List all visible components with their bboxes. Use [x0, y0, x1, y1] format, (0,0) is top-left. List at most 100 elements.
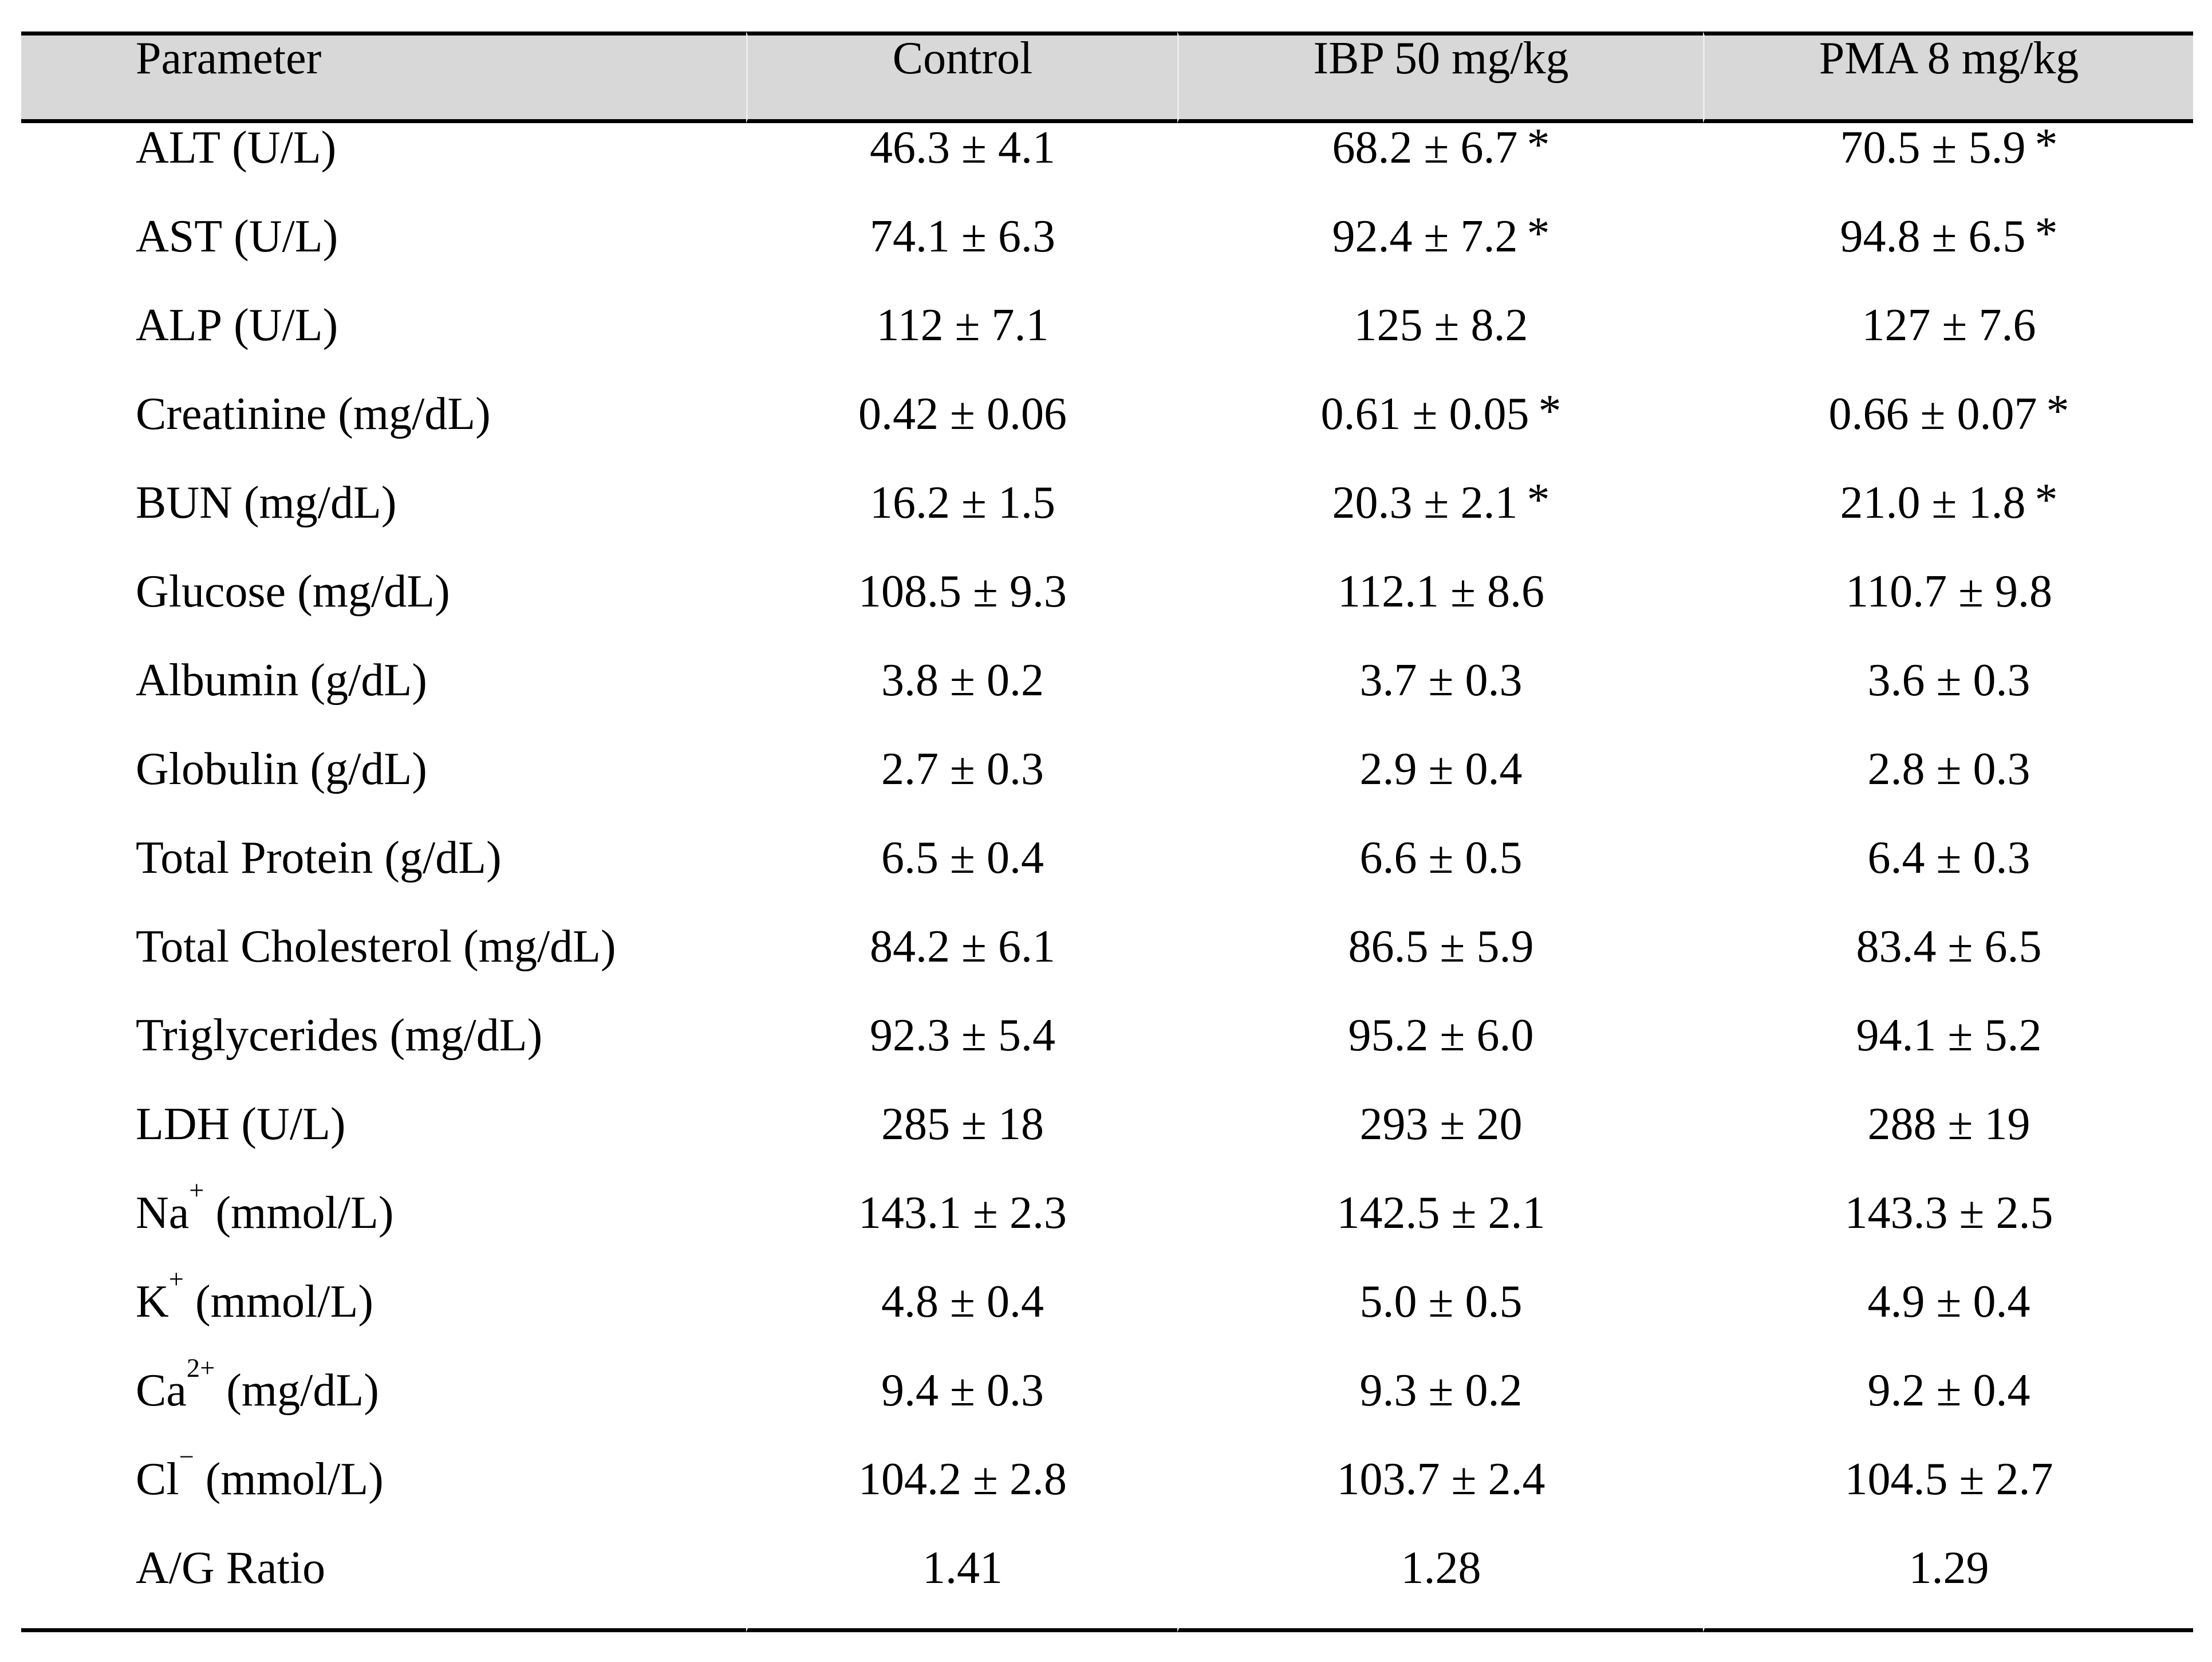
value-text: 46.3 ± 4.1: [870, 123, 1055, 173]
value-text: 4.9 ± 0.4: [1867, 1277, 2030, 1327]
ibp-value-cell: 1.28: [1177, 1543, 1703, 1632]
param-superscript: 2+: [186, 1354, 215, 1384]
value-text: 1.41: [922, 1543, 1003, 1593]
pma-value-cell: 3.6 ± 0.3: [1703, 656, 2193, 745]
value-text: 68.2 ± 6.7: [1332, 123, 1518, 173]
pma-value-cell: 21.0 ± 1.8 *: [1703, 475, 2193, 567]
param-text: BUN: [136, 478, 232, 528]
ibp-value-cell: 6.6 ± 0.5: [1177, 833, 1703, 922]
value-text: 2.7 ± 0.3: [881, 744, 1044, 794]
control-value-cell: 143.1 ± 2.3: [746, 1188, 1177, 1277]
param-cell: BUN (mg/dL): [21, 478, 746, 567]
value-text: 6.5 ± 0.4: [881, 833, 1044, 883]
value-text: 103.7 ± 2.4: [1336, 1454, 1545, 1505]
pma-value-cell: 94.8 ± 6.5 *: [1703, 211, 2193, 301]
significance-asterisk: *: [1538, 386, 1562, 437]
col-header-ibp: IBP 50 mg/kg: [1177, 31, 1703, 123]
param-unit: (g/dL): [298, 744, 427, 794]
param-cell: ALT (U/L): [21, 123, 746, 212]
value-text: 74.1 ± 6.3: [870, 211, 1055, 262]
value-text: 104.2 ± 2.8: [858, 1454, 1067, 1505]
param-unit: (mg/dL): [215, 1365, 379, 1416]
table-row-triglycerides: Triglycerides (mg/dL) 92.3 ± 5.4 95.2 ± …: [21, 1011, 2193, 1100]
param-text: ALP: [136, 300, 223, 350]
ibp-value-cell: 103.7 ± 2.4: [1177, 1455, 1703, 1543]
value-text: 3.6 ± 0.3: [1867, 655, 2030, 706]
table-row-calcium: Ca2+ (mg/dL) 9.4 ± 0.3 9.3 ± 0.2 9.2 ± 0…: [21, 1355, 2193, 1455]
control-value-cell: 108.5 ± 9.3: [746, 567, 1177, 656]
param-unit: (mg/dL): [286, 566, 450, 617]
significance-asterisk: *: [2034, 475, 2058, 526]
param-cell: ALP (U/L): [21, 301, 746, 389]
value-text: 92.3 ± 5.4: [870, 1010, 1055, 1061]
pma-value-cell: 4.9 ± 0.4: [1703, 1277, 2193, 1366]
value-text: 125 ± 8.2: [1354, 300, 1528, 350]
pma-value-cell: 104.5 ± 2.7: [1703, 1455, 2193, 1543]
param-superscript: −: [179, 1443, 194, 1472]
param-text: Total Cholesterol: [136, 921, 452, 972]
ibp-value-cell: 2.9 ± 0.4: [1177, 745, 1703, 833]
param-unit: (mg/dL): [378, 1010, 543, 1061]
significance-asterisk: *: [1527, 475, 1550, 526]
pma-value-cell: 2.8 ± 0.3: [1703, 745, 2193, 833]
value-text: 1.29: [1909, 1543, 1989, 1593]
table-row-potassium: K+ (mmol/L) 4.8 ± 0.4 5.0 ± 0.5 4.9 ± 0.…: [21, 1266, 2193, 1366]
table-row-globulin: Globulin (g/dL) 2.7 ± 0.3 2.9 ± 0.4 2.8 …: [21, 745, 2193, 833]
param-unit: (U/L): [230, 1099, 346, 1149]
value-text: 6.6 ± 0.5: [1359, 833, 1523, 883]
value-text: 86.5 ± 5.9: [1348, 921, 1534, 972]
pma-value-cell: 70.5 ± 5.9 *: [1703, 122, 2193, 212]
value-text: 0.66 ± 0.07: [1828, 389, 2037, 439]
param-unit: (mmol/L): [204, 1188, 394, 1238]
param-cell: K+ (mmol/L): [21, 1266, 746, 1366]
param-text: AST: [136, 211, 223, 262]
pma-value-cell: 94.1 ± 5.2: [1703, 1011, 2193, 1100]
param-text: Globulin: [136, 744, 299, 794]
control-value-cell: 4.8 ± 0.4: [746, 1277, 1177, 1366]
pma-value-cell: 0.66 ± 0.07 *: [1703, 386, 2193, 478]
param-unit: (g/dL): [373, 833, 502, 883]
pma-value-cell: 1.29: [1703, 1543, 2193, 1632]
significance-asterisk: *: [2034, 208, 2058, 259]
value-text: 0.42 ± 0.06: [858, 389, 1067, 439]
control-value-cell: 74.1 ± 6.3: [746, 212, 1177, 301]
ibp-value-cell: 68.2 ± 6.7 *: [1177, 122, 1703, 212]
param-text: K: [136, 1277, 169, 1327]
col-header-pma: PMA 8 mg/kg: [1703, 31, 2193, 123]
value-text: 285 ± 18: [881, 1099, 1044, 1149]
value-text: 9.4 ± 0.3: [881, 1365, 1044, 1416]
control-value-cell: 92.3 ± 5.4: [746, 1011, 1177, 1100]
control-value-cell: 6.5 ± 0.4: [746, 833, 1177, 922]
pma-value-cell: 9.2 ± 0.4: [1703, 1366, 2193, 1455]
table-row-chloride: Cl− (mmol/L) 104.2 ± 2.8 103.7 ± 2.4 104…: [21, 1444, 2193, 1543]
header-row: Parameter Control IBP 50 mg/kg PMA 8 mg/…: [21, 31, 2193, 123]
ibp-value-cell: 142.5 ± 2.1: [1177, 1188, 1703, 1277]
lab-results-table: Parameter Control IBP 50 mg/kg PMA 8 mg/…: [21, 31, 2193, 1632]
table-row-ag-ratio: A/G Ratio 1.41 1.28 1.29: [21, 1543, 2193, 1632]
param-cell: AST (U/L): [21, 212, 746, 301]
param-unit: (U/L): [220, 123, 337, 173]
significance-asterisk: *: [2046, 386, 2069, 437]
value-text: 94.8 ± 6.5: [1840, 211, 2026, 262]
param-unit: (g/dL): [298, 655, 427, 706]
param-unit: (mg/dL): [232, 478, 397, 528]
ibp-value-cell: 293 ± 20: [1177, 1100, 1703, 1188]
value-text: 142.5 ± 2.1: [1336, 1188, 1545, 1238]
param-text: Na: [136, 1188, 190, 1238]
control-value-cell: 2.7 ± 0.3: [746, 745, 1177, 833]
param-superscript: +: [168, 1265, 184, 1295]
value-text: 2.9 ± 0.4: [1359, 744, 1523, 794]
value-text: 4.8 ± 0.4: [881, 1277, 1044, 1327]
table-row-creatinine: Creatinine (mg/dL) 0.42 ± 0.06 0.61 ± 0.…: [21, 386, 2193, 478]
control-value-cell: 0.42 ± 0.06: [746, 389, 1177, 478]
ibp-value-cell: 86.5 ± 5.9: [1177, 922, 1703, 1011]
ibp-value-cell: 20.3 ± 2.1 *: [1177, 475, 1703, 567]
param-cell: Cl− (mmol/L): [21, 1444, 746, 1543]
control-value-cell: 112 ± 7.1: [746, 301, 1177, 389]
pma-value-cell: 110.7 ± 9.8: [1703, 567, 2193, 656]
param-unit: (mg/dL): [452, 921, 616, 972]
param-cell: Creatinine (mg/dL): [21, 389, 746, 478]
param-cell: Globulin (g/dL): [21, 745, 746, 833]
ibp-value-cell: 3.7 ± 0.3: [1177, 656, 1703, 745]
